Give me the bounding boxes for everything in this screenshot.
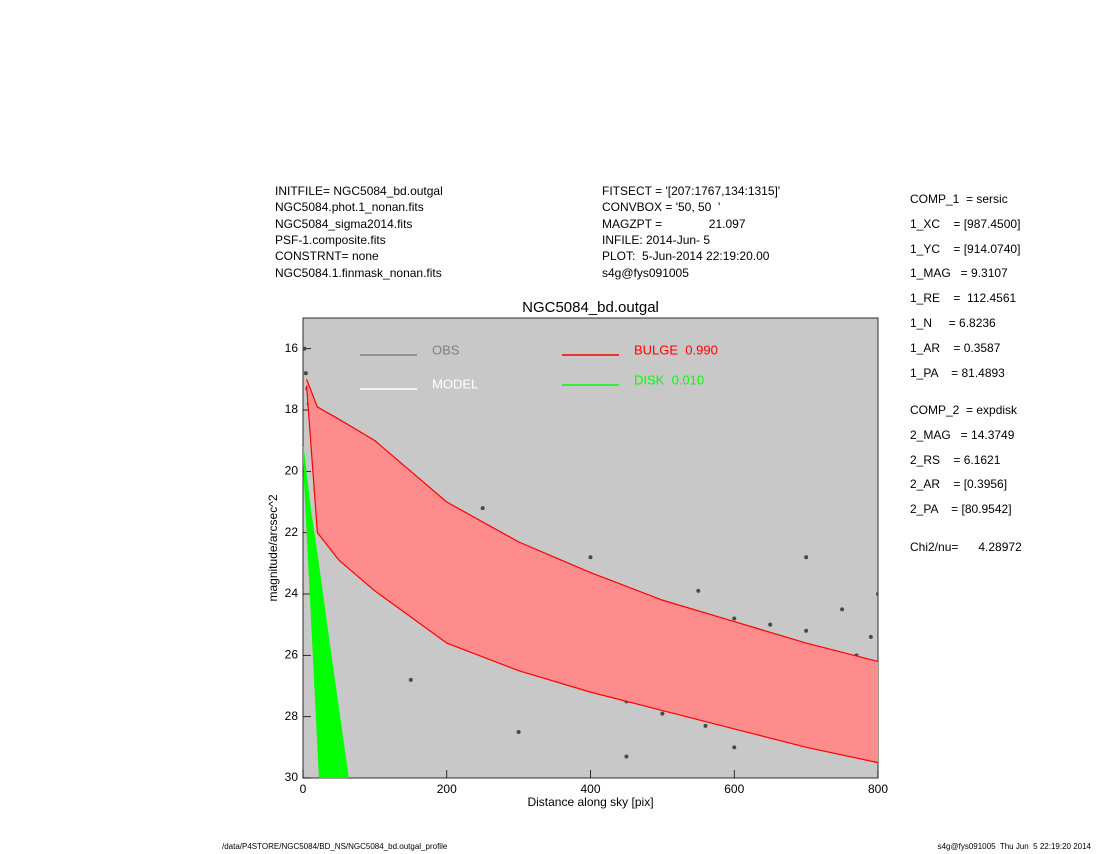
band-edge [303, 446, 349, 778]
header-line: PSF-1.composite.fits [275, 232, 386, 247]
y-tick-label: 16 [285, 341, 299, 355]
param-line: 1_AR = 0.3587 [910, 340, 1001, 355]
legend-label: DISK 0.010 [634, 372, 704, 387]
y-tick-label: 20 [285, 464, 299, 478]
param-line: COMP_2 = expdisk [910, 403, 1018, 417]
obs-point [768, 622, 773, 627]
band-fill [306, 379, 878, 763]
chart-title: NGC5084_bd.outgal [522, 299, 659, 316]
header-line: INFILE: 2014-Jun- 5 [602, 232, 711, 247]
param-line: 1_N = 6.8236 [910, 316, 996, 330]
header-line: INITFILE= NGC5084_bd.outgal [275, 184, 443, 198]
header-line: CONVBOX = '50, 50 ' [602, 200, 721, 215]
obs-point [696, 588, 701, 593]
y-tick-label: 28 [285, 709, 299, 723]
obs-point [703, 723, 708, 728]
x-tick-label: 400 [580, 782, 600, 796]
header-line: s4g@fys091005 [602, 265, 689, 280]
obs-point [732, 616, 737, 621]
param-line: COMP_1 = sersic [910, 192, 1008, 206]
band-fill [303, 446, 349, 778]
param-line: 1_PA = 81.4893 [910, 365, 1005, 380]
header-line: NGC5084_sigma2014.fits [275, 216, 413, 231]
y-tick-label: 24 [285, 586, 299, 600]
param-line: 1_MAG = 9.3107 [910, 266, 1008, 281]
header-line: FITSECT = '[207:1767,134:1315]' [602, 184, 781, 198]
legend-label: BULGE 0.990 [634, 342, 718, 357]
param-line: 1_YC = [914.0740] [910, 241, 1021, 256]
obs-point [480, 506, 485, 511]
obs-point [588, 555, 593, 560]
y-axis-label: magnitude/arcsec^2 [266, 494, 280, 601]
header-line: CONSTRNT= none [275, 249, 379, 264]
param-line: Chi2/nu= 4.28972 [910, 540, 1022, 554]
obs-point [624, 754, 629, 759]
legend-label: OBS [432, 342, 460, 357]
y-tick-label: 26 [285, 648, 299, 662]
plot-marks [303, 346, 878, 778]
param-line: 2_AR = [0.3956] [910, 477, 1008, 492]
band-edge [305, 385, 878, 764]
obs-point [303, 371, 308, 376]
x-tick-label: 800 [868, 782, 888, 796]
obs-point [516, 730, 521, 734]
obs-point [840, 607, 845, 612]
obs-point [804, 628, 809, 633]
band-edge [303, 449, 349, 778]
obs-point [732, 745, 737, 750]
header-line: MAGZPT = 21.097 [602, 216, 746, 231]
x-tick-label: 600 [724, 782, 744, 796]
header-line: NGC5084.1.finmask_nonan.fits [275, 265, 442, 280]
footer-right: s4g@fys091005 Thu Jun 5 22:19:20 2014 [937, 842, 1091, 851]
obs-point [868, 634, 873, 639]
header-line: NGC5084.phot.1_nonan.fits [275, 200, 424, 215]
y-tick-label: 30 [285, 770, 299, 784]
param-line: 1_RE = 112.4561 [910, 291, 1017, 306]
param-line: 2_MAG = 14.3749 [910, 427, 1015, 442]
param-line: 2_PA = [80.9542] [910, 502, 1012, 517]
obs-point [876, 592, 878, 596]
obs-point [408, 677, 413, 682]
footer-left: /data/P4STORE/NGC5084/BD_NS/NGC5084_bd.o… [222, 842, 448, 851]
x-axis-label: Distance along sky [pix] [527, 795, 653, 809]
param-line: 1_XC = [987.4500] [910, 216, 1021, 231]
header-line: PLOT: 5-Jun-2014 22:19:20.00 [602, 249, 770, 264]
obs-point [303, 346, 307, 351]
x-tick-label: 0 [300, 782, 307, 796]
x-tick-label: 200 [437, 782, 457, 796]
obs-point [660, 711, 665, 716]
y-tick-label: 18 [285, 402, 299, 416]
y-tick-label: 22 [285, 525, 299, 539]
obs-point [804, 555, 809, 560]
legend-label: MODEL [432, 376, 478, 391]
param-line: 2_RS = 6.1621 [910, 452, 1001, 467]
band-edge [306, 379, 878, 663]
